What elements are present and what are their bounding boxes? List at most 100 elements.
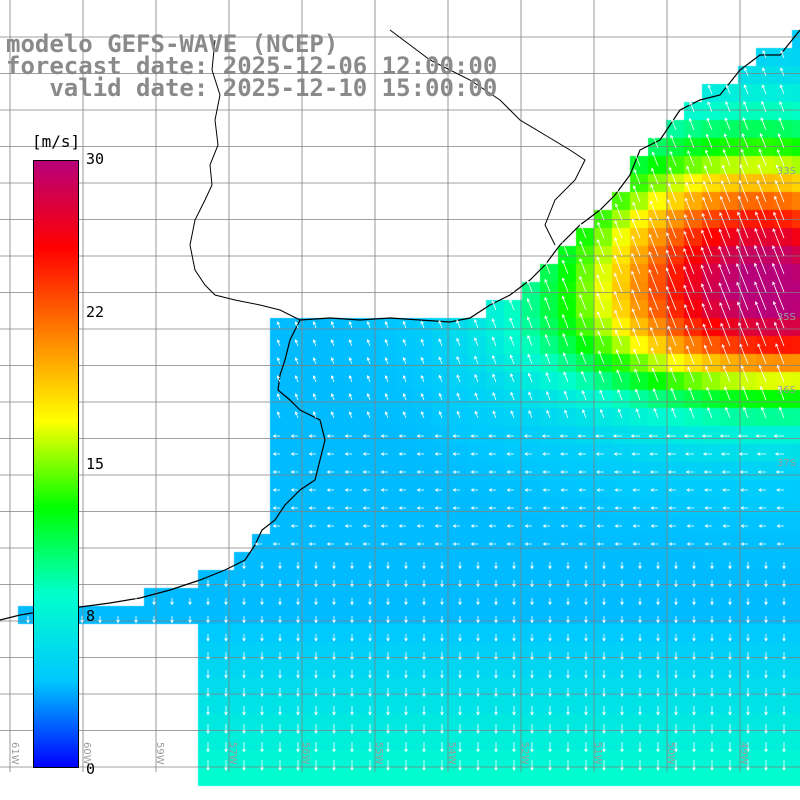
wind-arrow [755, 321, 767, 347]
wind-arrow [579, 331, 587, 347]
lon-label: 57W [227, 742, 238, 765]
wind-arrow [759, 385, 767, 401]
wind-arrow [474, 373, 479, 383]
wind-arrow [650, 506, 658, 510]
wind-arrow [386, 742, 390, 753]
wind-arrow [737, 434, 748, 438]
wind-arrow [764, 580, 768, 588]
wind-arrow [278, 634, 282, 642]
wind-arrow [710, 634, 714, 642]
wind-arrow [512, 580, 516, 588]
wind-arrow [452, 470, 460, 474]
wind-arrow [718, 263, 731, 293]
wind-arrow [650, 542, 658, 546]
wind-arrow [722, 148, 731, 167]
wind-arrow [758, 542, 766, 546]
wind-arrow [665, 267, 677, 293]
wind-arrow [631, 289, 641, 311]
wind-arrow [548, 616, 552, 624]
wind-arrow [692, 598, 696, 606]
wind-arrow [380, 434, 388, 438]
wind-arrow [402, 338, 407, 347]
wind-arrow [368, 616, 372, 624]
wind-arrow [402, 356, 407, 365]
wind-arrow [326, 470, 334, 474]
wind-arrow [566, 760, 570, 771]
wind-arrow [631, 452, 640, 456]
wind-arrow [368, 760, 372, 771]
wind-arrow [506, 434, 514, 438]
wind-arrow [206, 688, 210, 698]
wind-arrow [743, 100, 749, 113]
wind-arrow [368, 580, 372, 588]
wind-arrow [272, 524, 280, 528]
wind-arrow [702, 323, 713, 347]
wind-arrow [296, 598, 300, 606]
wind-arrow [332, 760, 336, 771]
wind-arrow [526, 298, 533, 311]
wind-arrow [526, 280, 533, 293]
wind-arrow [386, 616, 390, 624]
wind-arrow [668, 166, 677, 185]
wind-arrow [326, 524, 334, 528]
wind-arrow [452, 506, 460, 510]
wind-arrow [544, 315, 551, 329]
wind-arrow [512, 706, 516, 716]
wind-arrow [440, 652, 444, 661]
wind-arrow [648, 434, 658, 438]
wind-arrow [669, 366, 677, 383]
wind-arrow [584, 562, 588, 570]
wind-arrow [491, 299, 497, 311]
wind-arrow [350, 742, 354, 753]
wind-arrow [524, 506, 532, 510]
wind-arrow [631, 308, 641, 329]
wind-arrow [152, 616, 156, 624]
wind-arrow [782, 616, 786, 624]
wind-arrow [470, 452, 478, 456]
wind-arrow [272, 488, 280, 492]
wind-arrow [512, 634, 516, 642]
wind-arrow [260, 562, 264, 570]
wind-arrow [686, 524, 694, 528]
wind-arrow [474, 355, 479, 365]
wind-arrow [290, 542, 298, 546]
wind-arrow [276, 411, 281, 419]
wind-arrow [434, 488, 442, 492]
wind-arrow [308, 524, 316, 528]
wind-arrow [476, 760, 480, 771]
wind-arrow [530, 706, 534, 716]
wind-arrow [560, 488, 568, 492]
wind-arrow [458, 688, 462, 698]
lon-label: 49W [738, 742, 749, 765]
wind-arrow [242, 580, 246, 588]
wind-arrow [776, 364, 785, 383]
wind-arrow [260, 706, 264, 716]
wind-arrow [764, 688, 768, 698]
wind-arrow [566, 670, 570, 679]
wind-arrow [296, 652, 300, 661]
wind-arrow [776, 148, 785, 167]
wind-arrow [530, 742, 534, 753]
wind-arrow [666, 305, 677, 329]
wind-arrow [330, 375, 335, 383]
wind-arrow [602, 616, 606, 624]
wind-arrow [404, 706, 408, 716]
wind-arrow [242, 562, 246, 570]
wind-arrow [380, 488, 388, 492]
wind-arrow [739, 343, 749, 365]
wind-arrow [736, 281, 749, 311]
wind-arrow [242, 634, 246, 642]
wind-arrow [384, 356, 389, 365]
wind-arrow [542, 452, 550, 456]
wind-arrow [581, 370, 587, 383]
wind-arrow [616, 369, 623, 383]
wind-arrow [386, 724, 390, 735]
wind-arrow [584, 706, 588, 716]
wind-arrow [710, 652, 714, 661]
wind-arrow [366, 320, 371, 329]
wind-arrow [506, 470, 514, 474]
wind-arrow [509, 281, 515, 293]
wind-arrow [242, 616, 246, 624]
wind-arrow [260, 580, 264, 588]
wind-arrow [476, 742, 480, 753]
